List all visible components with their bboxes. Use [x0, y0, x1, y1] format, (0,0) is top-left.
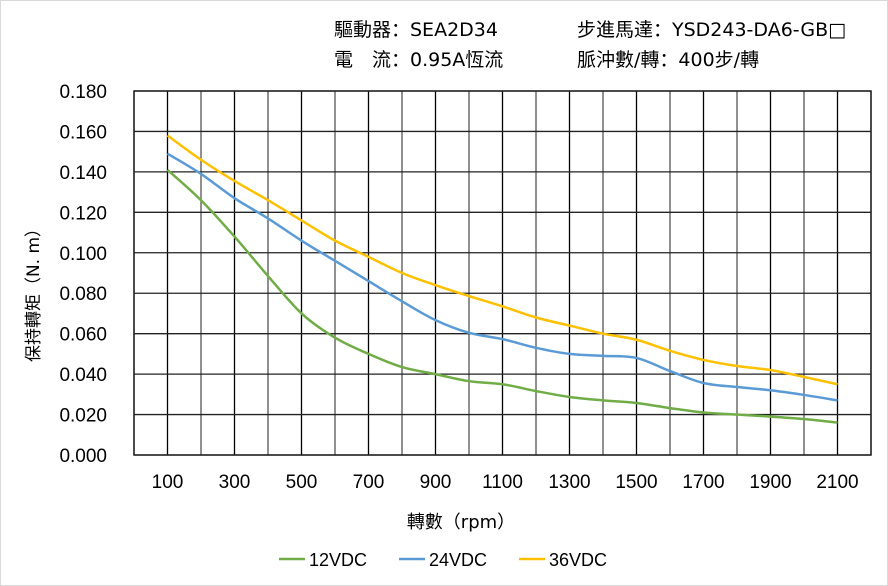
x-tick-label: 1500 [615, 472, 657, 493]
y-tick-label: 0.020 [59, 406, 107, 427]
y-tick-label: 0.060 [59, 325, 107, 346]
series-line-24VDC [166, 152, 838, 402]
x-tick-label: 1700 [682, 472, 724, 493]
x-tick-label: 900 [420, 472, 452, 493]
y-tick-label: 0.180 [59, 82, 107, 103]
series-line-12VDC [166, 168, 838, 424]
legend-label: 12VDC [309, 550, 367, 570]
plot-area-border [133, 90, 872, 456]
x-axis-label: 轉數（rpm） [407, 512, 515, 533]
x-tick-label: 1300 [548, 472, 590, 493]
series-line-36VDC [166, 134, 838, 386]
y-tick-label: 0.160 [59, 122, 107, 143]
y-tick-label: 0.120 [59, 203, 107, 224]
motor-label: 步進馬達：YSD243-DA6-GB□ [577, 19, 847, 41]
y-tick-label: 0.100 [59, 244, 107, 265]
current-label: 電 流：0.95A恆流 [334, 49, 504, 71]
y-axis-label: 保持轉矩（N. m） [24, 220, 44, 362]
x-tick-label: 100 [152, 472, 184, 493]
driver-label: 驅動器：SEA2D34 [334, 19, 498, 41]
x-tick-label: 700 [353, 472, 385, 493]
legend-label: 24VDC [429, 550, 487, 570]
y-tick-label: 0.000 [59, 446, 107, 467]
y-tick-label: 0.040 [59, 365, 107, 386]
x-tick-label: 1900 [749, 472, 791, 493]
y-tick-label: 0.080 [59, 284, 107, 305]
x-tick-label: 1100 [482, 472, 523, 493]
legend-label: 36VDC [549, 550, 607, 570]
x-tick-label: 2100 [816, 472, 858, 493]
x-tick-label: 300 [219, 472, 251, 493]
x-tick-label: 500 [286, 472, 318, 493]
pulses-label: 脈沖數/轉：400步/轉 [577, 49, 760, 71]
y-tick-label: 0.140 [59, 163, 107, 184]
